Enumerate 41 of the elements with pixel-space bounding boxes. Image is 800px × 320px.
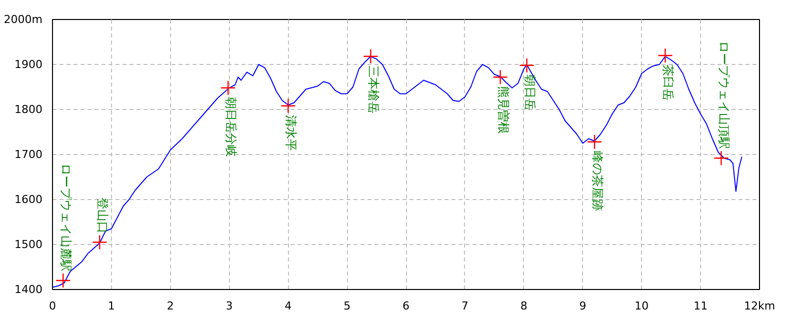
annotation: 三本槍岳 xyxy=(366,65,381,114)
x-tick-label: 8 xyxy=(520,300,528,312)
x-tick-label: 5 xyxy=(344,300,351,312)
annotation: 茶臼岳 xyxy=(661,64,676,100)
x-tick-label: 3 xyxy=(226,300,233,312)
annotation: ロープウェイ山頂駅 xyxy=(717,41,732,150)
point xyxy=(586,134,602,150)
point xyxy=(220,80,236,96)
line-series xyxy=(52,56,742,288)
x-tick-label: 2 xyxy=(166,300,174,312)
x-tick-label: 0 xyxy=(49,300,56,312)
x-tick-label: 11 xyxy=(694,300,708,312)
annotation: 熊見曽根 xyxy=(496,86,510,134)
y-tick-label: 1700 xyxy=(14,148,43,161)
x-tick-label: 12km xyxy=(744,300,776,312)
y-tick-label: 1400 xyxy=(14,283,43,296)
y-tick-label: 1800 xyxy=(14,103,43,116)
y-tick-label: 1500 xyxy=(14,238,43,251)
y-tick-label: 1600 xyxy=(14,193,43,206)
x-tick-label: 6 xyxy=(402,300,410,312)
point xyxy=(658,48,673,64)
point xyxy=(280,98,296,114)
point xyxy=(714,150,729,166)
point xyxy=(492,70,508,85)
point xyxy=(92,234,108,250)
annotation: 朝日岳 xyxy=(522,74,537,110)
point xyxy=(519,58,534,73)
x-tick-label: 4 xyxy=(284,300,292,312)
y-tick-label: 1900 xyxy=(14,58,43,71)
annotation: 峰の茶屋跡 xyxy=(590,150,605,211)
annotation: 朝日岳分岐 xyxy=(224,96,238,157)
x-tick-label: 10 xyxy=(634,300,649,312)
annotation: 登山口 xyxy=(96,197,110,234)
x-tick-label: 9 xyxy=(579,300,586,312)
x-tick-label: 7 xyxy=(461,300,468,312)
y-tick-label: 2000m xyxy=(4,13,43,26)
annotation: 清水平 xyxy=(284,114,298,151)
x-tick-label: 1 xyxy=(108,300,115,312)
point xyxy=(56,272,71,288)
annotation: ロープウェイ山麓駅 xyxy=(59,164,74,272)
point xyxy=(363,48,378,64)
